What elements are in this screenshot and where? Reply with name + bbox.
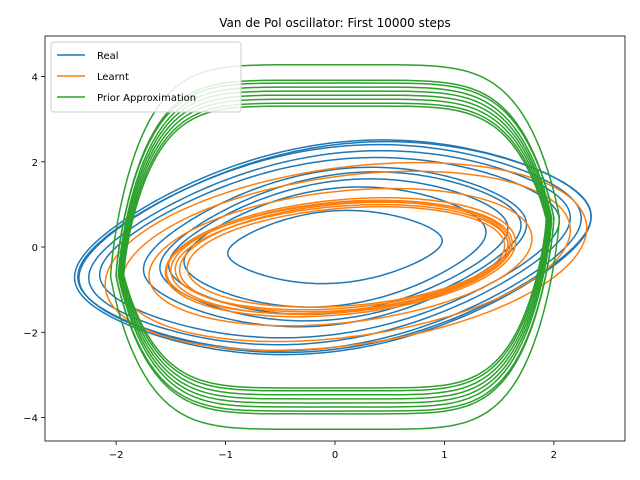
- y-tick-label: −2: [23, 328, 38, 339]
- series-learnt-loop: [164, 196, 517, 318]
- series-real-loop: [167, 178, 509, 316]
- series-real-loop: [73, 139, 592, 356]
- x-tick-label: −2: [109, 450, 124, 461]
- series-layer: [73, 64, 592, 431]
- series-learnt-loop: [186, 205, 506, 308]
- x-tick-label: 0: [332, 450, 338, 461]
- series-real-loop: [227, 209, 443, 285]
- x-tick-label: −1: [218, 450, 233, 461]
- series-real-loop: [78, 140, 592, 354]
- series-prior-approximation-loop: [119, 94, 551, 400]
- series-prior-approximation-loop: [109, 64, 561, 431]
- series-prior-approximation-loop: [121, 102, 549, 392]
- series-learnt-loop: [148, 187, 533, 327]
- y-tick-label: 4: [32, 73, 38, 84]
- series-prior-approximation-loop: [118, 90, 552, 404]
- legend-label: Learnt: [97, 72, 129, 83]
- y-tick-label: −4: [23, 414, 38, 425]
- y-axis: −4 −2 0 2 4: [23, 73, 45, 425]
- y-tick-label: 0: [32, 243, 38, 254]
- series-prior-approximation-loop: [115, 82, 555, 412]
- legend-label: Prior Approximation: [97, 93, 196, 104]
- series-learnt: [104, 161, 588, 351]
- series-real-loop: [183, 186, 487, 308]
- series-learnt-loop: [165, 200, 514, 315]
- series-learnt-loop: [104, 161, 588, 351]
- y-tick-label: 2: [32, 158, 38, 169]
- x-tick-label: 1: [441, 450, 447, 461]
- series-real: [73, 139, 592, 356]
- chart-title: Van de Pol oscillator: First 10000 steps: [219, 16, 451, 30]
- series-real-loop: [88, 149, 572, 346]
- series-learnt-loop: [174, 203, 509, 311]
- x-axis: −2 −1 0 1 2: [109, 441, 557, 461]
- series-prior-approximation-loop: [123, 105, 547, 389]
- series-prior-approximation: [109, 64, 561, 431]
- series-prior-approximation-loop: [120, 98, 550, 396]
- legend-box: [50, 41, 242, 113]
- x-tick-label: 2: [551, 450, 557, 461]
- legend-label: Real: [97, 51, 119, 62]
- legend: Real Learnt Prior Approximation: [50, 41, 242, 113]
- series-prior-approximation-loop: [117, 86, 553, 408]
